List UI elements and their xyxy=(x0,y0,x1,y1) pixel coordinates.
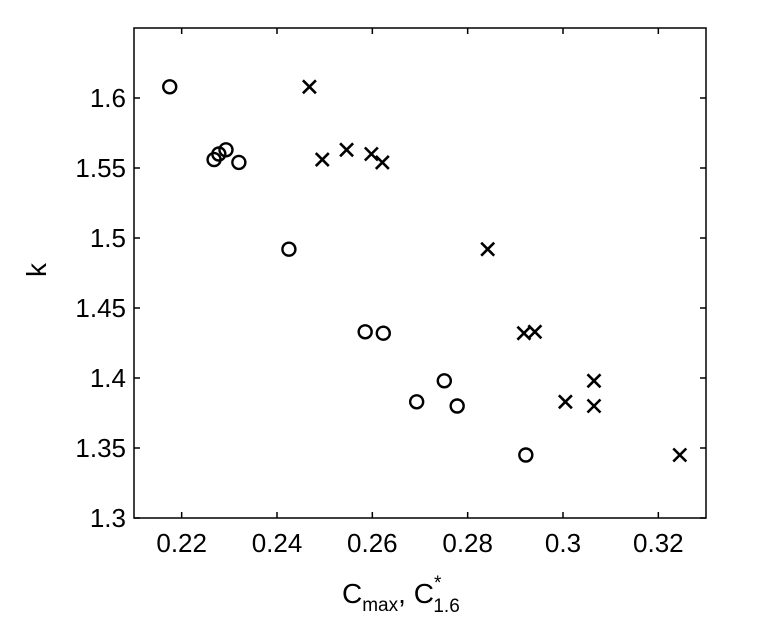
cross-point xyxy=(672,447,688,463)
circle-point xyxy=(518,447,534,463)
x-axis-label: Cmax, C* 1.6 xyxy=(342,573,460,617)
cross-point xyxy=(586,373,602,389)
cross-point xyxy=(339,142,355,158)
cross-point xyxy=(363,146,379,162)
circle-point xyxy=(281,241,297,257)
circle-point xyxy=(218,142,234,158)
circle-point xyxy=(162,79,178,95)
cross-point xyxy=(527,324,543,340)
y-axis-label: k xyxy=(21,262,52,277)
cross-point xyxy=(314,152,330,168)
x-tick-label: 0.26 xyxy=(347,528,398,558)
cross-point xyxy=(557,394,573,410)
x-tick-label: 0.22 xyxy=(156,528,207,558)
circle-point xyxy=(449,398,465,414)
y-tick-label: 1.6 xyxy=(90,83,126,113)
x-axis-label-sup2: * xyxy=(434,573,442,594)
x-axis-label-sub1: max xyxy=(362,595,398,616)
circle-point xyxy=(231,154,247,171)
cross-point xyxy=(480,241,496,257)
plot-area xyxy=(133,27,707,519)
y-tick-label: 1.35 xyxy=(75,433,126,463)
cross-point xyxy=(301,79,317,95)
circle-point xyxy=(375,325,391,341)
y-axis-ticks: 1.3 1.35 1.4 1.45 1.5 1.55 1.6 xyxy=(75,83,706,533)
x-tick-label: 0.28 xyxy=(442,528,493,558)
x-axis-ticks: 0.22 0.24 0.26 0.28 0.3 0.32 xyxy=(156,28,684,558)
y-tick-label: 1.55 xyxy=(75,153,126,183)
x-axis-label-sub2: 1.6 xyxy=(433,596,459,617)
x-axis-label-sep: , xyxy=(398,578,414,609)
x-axis-label-main1: C xyxy=(342,578,362,609)
x-axis-label-main2: C xyxy=(414,578,434,609)
y-tick-label: 1.5 xyxy=(90,223,126,253)
cross-point xyxy=(586,398,602,414)
y-tick-label: 1.45 xyxy=(75,293,126,323)
cross-point xyxy=(374,154,390,170)
circle-point xyxy=(408,394,425,410)
y-tick-label: 1.3 xyxy=(90,503,126,533)
x-tick-label: 0.3 xyxy=(545,528,581,558)
circle-point xyxy=(436,373,453,389)
circle-point xyxy=(357,324,373,340)
x-tick-label: 0.24 xyxy=(252,528,303,558)
data-points xyxy=(162,79,688,463)
x-tick-label: 0.32 xyxy=(633,528,684,558)
y-tick-label: 1.4 xyxy=(90,363,126,393)
